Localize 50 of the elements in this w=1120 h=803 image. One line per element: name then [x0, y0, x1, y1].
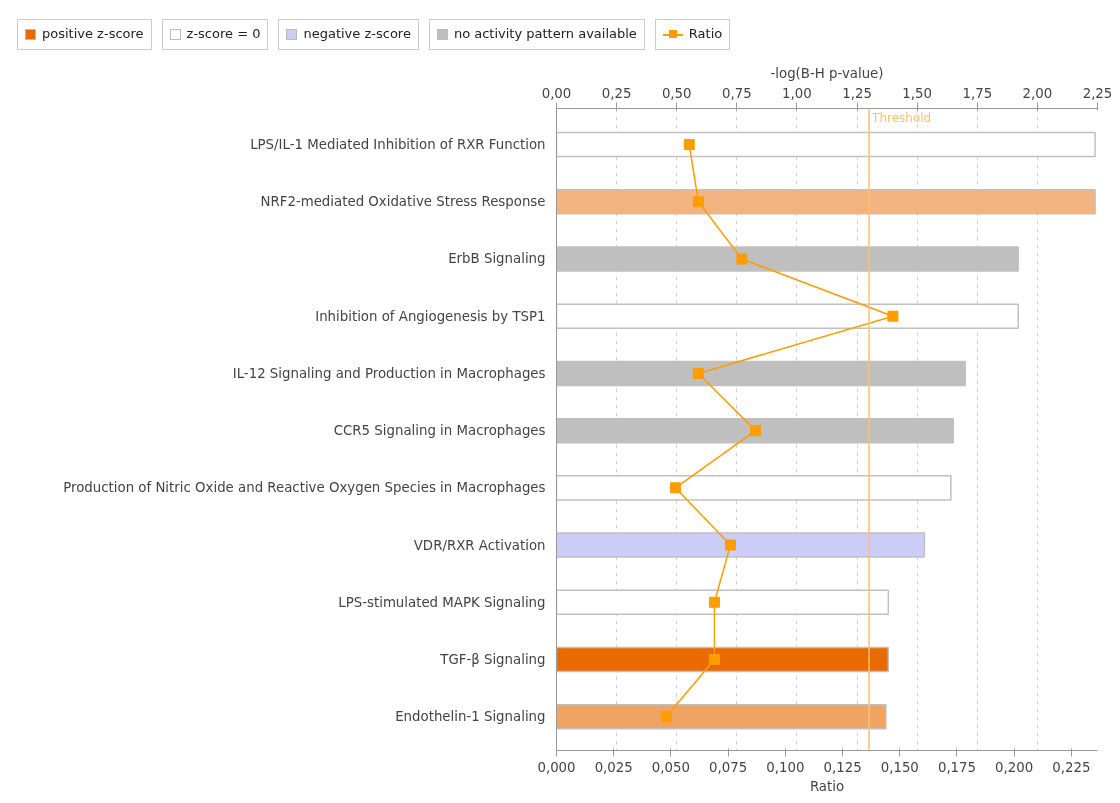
- y-tick-label: IL-12 Signaling and Production in Macrophages: [232, 365, 546, 381]
- point: [670, 482, 681, 494]
- point: [724, 539, 736, 551]
- point: [708, 654, 720, 666]
- x-tick-label: 0,000: [537, 759, 576, 775]
- point: [736, 253, 748, 265]
- y-tick-label: CCR5 Signaling in Macrophages: [333, 423, 546, 439]
- x-tick-label: 0,200: [995, 759, 1034, 775]
- y-tick-label: VDR/RXR Activation: [413, 537, 546, 553]
- point: [887, 310, 899, 322]
- y-tick-label: TGF-β Signaling: [439, 652, 546, 668]
- x2-tick-label: 0,75: [722, 85, 752, 101]
- x-tick-label: 0,225: [1052, 759, 1091, 775]
- x2-tick-label: 1,00: [782, 85, 812, 101]
- x-tick-label: 0,050: [651, 759, 690, 775]
- legend-label: positive z-score: [42, 26, 144, 41]
- x2-axis-title: -log(B-H p-value): [770, 65, 884, 81]
- ref-line-label: Threshold: [871, 110, 932, 125]
- y-tick-label: Inhibition of Angiogenesis by TSP1: [315, 308, 546, 324]
- y-tick-label: NRF2-mediated Oxidative Stress Response: [260, 194, 546, 210]
- y-tick-label: LPS-stimulated MAPK Signaling: [338, 594, 546, 610]
- x2-tick-label: 1,50: [902, 85, 933, 101]
- x2-tick-label: 1,25: [842, 85, 872, 101]
- y-tick-label: LPS/IL-1 Mediated Inhibition of RXR Function: [250, 137, 546, 153]
- x-tick-label: 0,100: [766, 759, 805, 775]
- point: [750, 425, 762, 437]
- legend-label: z-score = 0: [186, 26, 261, 41]
- y-tick-label: ErbB Signaling: [448, 251, 546, 267]
- x2-tick-label: 2,00: [1022, 85, 1053, 101]
- x-tick-label: 0,075: [709, 759, 748, 775]
- point: [708, 596, 720, 608]
- point: [660, 711, 672, 723]
- y-tick-label: Production of Nitric Oxide and Reactive Oxygen Species in Macrophages: [63, 480, 546, 496]
- x2-tick-label: 0,25: [601, 85, 632, 101]
- x-tick-label: 0,125: [823, 759, 862, 775]
- x2-tick-label: 2,25: [1082, 85, 1113, 101]
- legend-label: no activity pattern available: [453, 26, 637, 41]
- x2-tick-label: 1,75: [962, 85, 993, 101]
- legend-label: negative z-score: [303, 26, 411, 41]
- x-axis-title: Ratio: [809, 778, 845, 794]
- point: [692, 196, 704, 208]
- x2-tick-label: 0,00: [541, 85, 572, 101]
- x-tick-label: 0,175: [937, 759, 977, 775]
- x-tick-label: 0,025: [594, 759, 633, 775]
- x2-tick-label: 0,50: [661, 85, 692, 101]
- point: [692, 367, 704, 379]
- x-tick-label: 0,150: [880, 759, 919, 775]
- point: [683, 139, 695, 151]
- y-tick-label: Endothelin-1 Signaling: [395, 709, 546, 725]
- legend-label: Ratio: [688, 26, 723, 41]
